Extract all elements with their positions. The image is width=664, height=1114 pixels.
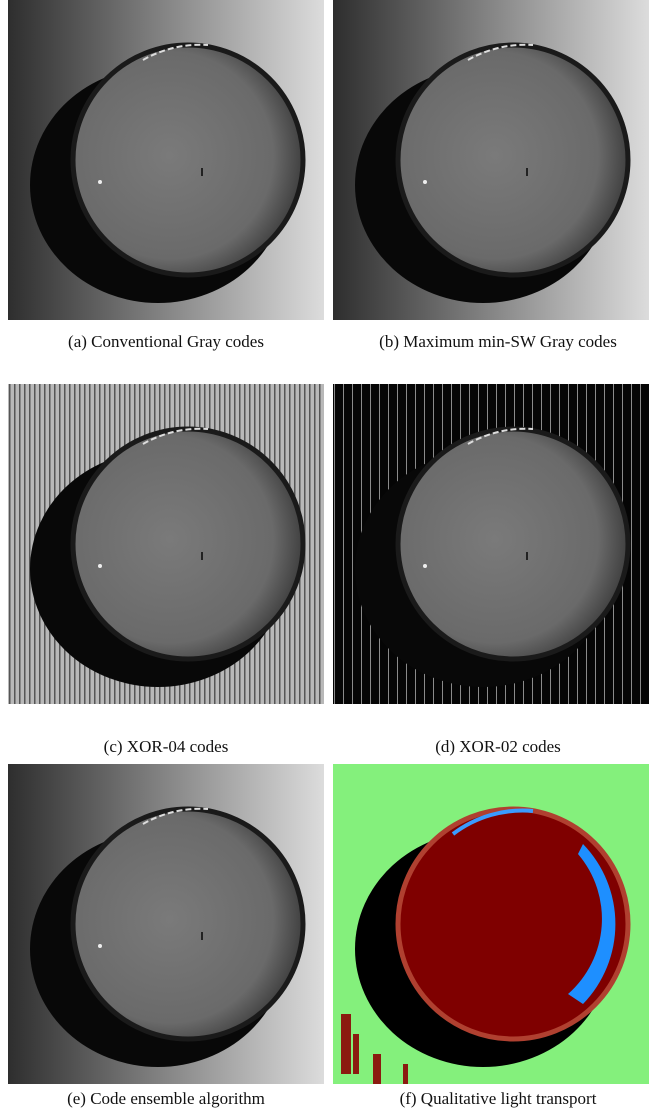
panel-image bbox=[333, 0, 649, 320]
specular bbox=[98, 564, 102, 568]
caption-label: (e) bbox=[67, 1089, 86, 1108]
sphere bbox=[73, 45, 303, 275]
sphere bbox=[398, 429, 628, 659]
specular bbox=[423, 564, 427, 568]
speck bbox=[201, 932, 203, 940]
caption: (b) Maximum min-SW Gray codes bbox=[332, 332, 664, 352]
specular bbox=[98, 944, 102, 948]
panel-image bbox=[333, 384, 649, 704]
panel-image bbox=[8, 384, 324, 704]
caption-label: (d) bbox=[435, 737, 455, 756]
caption: (a) Conventional Gray codes bbox=[0, 332, 332, 352]
caption-text: XOR-02 codes bbox=[459, 737, 561, 756]
specular bbox=[423, 180, 427, 184]
caption: (f) Qualitative light transport bbox=[332, 1089, 664, 1109]
sphere bbox=[73, 429, 303, 659]
noise bbox=[341, 1014, 351, 1074]
panel-image bbox=[8, 0, 324, 320]
caption-text: XOR-04 codes bbox=[127, 737, 229, 756]
specular bbox=[98, 180, 102, 184]
sphere bbox=[398, 45, 628, 275]
noise bbox=[403, 1064, 408, 1084]
caption-label: (a) bbox=[68, 332, 87, 351]
panel-image bbox=[333, 764, 649, 1084]
speck bbox=[201, 168, 203, 176]
caption: (d) XOR-02 codes bbox=[332, 737, 664, 757]
caption-text: Qualitative light transport bbox=[421, 1089, 597, 1108]
figure: (a) Conventional Gray codes (b) Maximum … bbox=[0, 0, 664, 1114]
noise bbox=[373, 1054, 381, 1084]
speck bbox=[526, 168, 528, 176]
caption-text: Code ensemble algorithm bbox=[90, 1089, 265, 1108]
caption-label: (f) bbox=[400, 1089, 417, 1108]
caption: (e) Code ensemble algorithm bbox=[0, 1089, 332, 1109]
caption: (c) XOR-04 codes bbox=[0, 737, 332, 757]
speck bbox=[526, 552, 528, 560]
caption-text: Maximum min-SW Gray codes bbox=[403, 332, 617, 351]
caption-text: Conventional Gray codes bbox=[91, 332, 264, 351]
caption-label: (c) bbox=[104, 737, 123, 756]
speck bbox=[201, 552, 203, 560]
sphere bbox=[73, 809, 303, 1039]
sphere bbox=[398, 809, 628, 1039]
caption-label: (b) bbox=[379, 332, 399, 351]
panel-image bbox=[8, 764, 324, 1084]
noise bbox=[353, 1034, 359, 1074]
